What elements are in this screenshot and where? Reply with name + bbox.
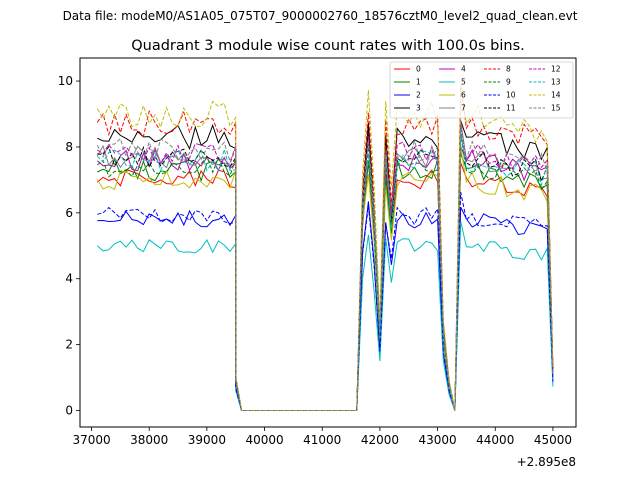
- legend-label-0: 0: [416, 65, 421, 74]
- series-line-12: [97, 124, 554, 411]
- legend-label-2: 2: [416, 91, 421, 100]
- legend-label-10: 10: [506, 91, 516, 100]
- legend-label-7: 7: [461, 104, 466, 113]
- axes-frame: [79, 57, 577, 428]
- y-tick-label: 0: [65, 404, 73, 418]
- legend-label-1: 1: [416, 78, 421, 87]
- legend-label-12: 12: [551, 65, 561, 74]
- legend-label-6: 6: [461, 91, 466, 100]
- x-tick-label: 38000: [130, 433, 168, 447]
- y-tick-label: 8: [65, 140, 73, 154]
- x-tick-label: 40000: [245, 433, 283, 447]
- y-tick-label: 10: [58, 74, 73, 88]
- legend-label-8: 8: [506, 65, 511, 74]
- y-axis-ticks: 0 2 4 6 8 10: [58, 74, 80, 418]
- y-tick-label: 4: [65, 272, 73, 286]
- legend-label-11: 11: [506, 104, 516, 113]
- legend-label-5: 5: [461, 78, 466, 87]
- y-tick-label: 6: [65, 206, 73, 220]
- x-tick-label: 39000: [188, 433, 226, 447]
- legend-frame: [389, 61, 574, 119]
- x-tick-label: 43000: [418, 433, 456, 447]
- plot-series: [96, 83, 554, 411]
- legend-label-4: 4: [461, 65, 466, 74]
- x-tick-label: 37000: [72, 433, 110, 447]
- y-tick-label: 2: [65, 338, 73, 352]
- legend-label-15: 15: [551, 104, 561, 113]
- x-tick-label: 41000: [303, 433, 341, 447]
- x-offset-label: +2.895e8: [517, 455, 576, 469]
- chart-title: Quadrant 3 module wise count rates with …: [131, 38, 525, 54]
- chart-suptitle: Data file: modeM0/AS1A05_075T07_90000027…: [63, 9, 578, 23]
- legend-label-14: 14: [551, 91, 561, 100]
- series-line-15: [96, 124, 554, 411]
- x-tick-label: 44000: [476, 433, 514, 447]
- legend-label-9: 9: [506, 78, 511, 87]
- legend-label-13: 13: [551, 78, 561, 87]
- x-tick-label: 42000: [361, 433, 399, 447]
- legend-label-3: 3: [416, 104, 421, 113]
- x-tick-label: 45000: [534, 433, 572, 447]
- x-axis-ticks: 37000 38000 39000 40000 41000 42000 43000 44000…: [72, 427, 572, 447]
